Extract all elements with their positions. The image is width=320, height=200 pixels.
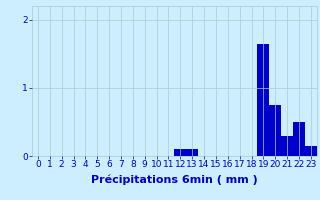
Bar: [293, 122, 305, 156]
Bar: [281, 136, 293, 156]
Bar: [269, 105, 281, 156]
Bar: [174, 149, 186, 156]
Bar: [305, 146, 317, 156]
X-axis label: Précipitations 6min ( mm ): Précipitations 6min ( mm ): [91, 175, 258, 185]
Bar: [258, 44, 269, 156]
Bar: [186, 149, 198, 156]
